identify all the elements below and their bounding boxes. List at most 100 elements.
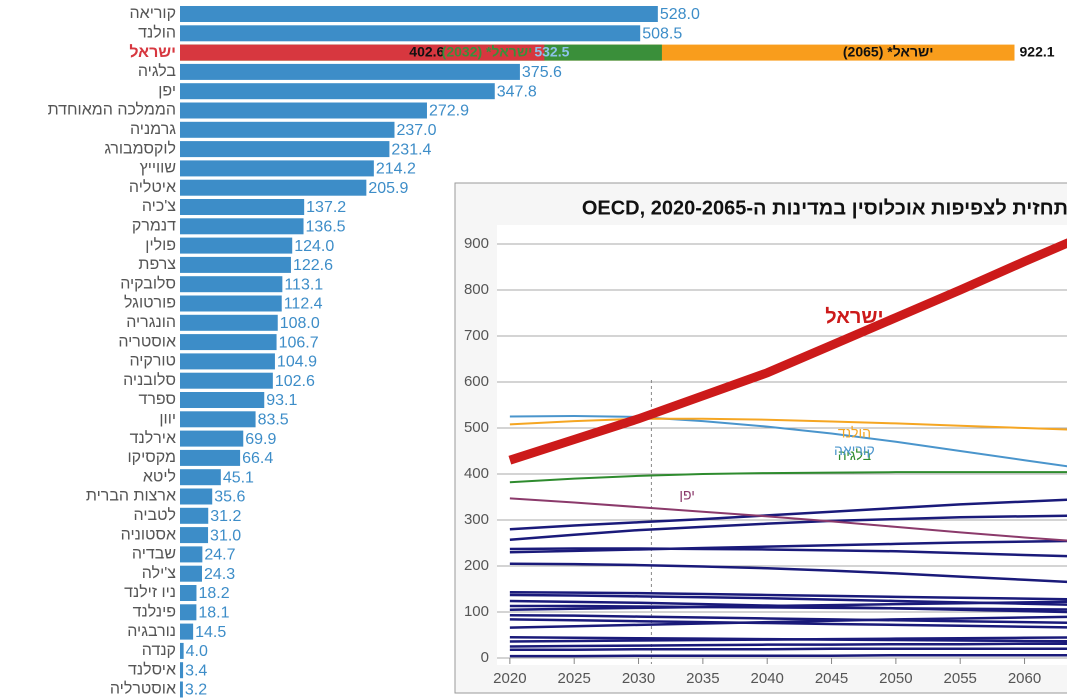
series-line bbox=[509, 514, 1067, 542]
value-label: 69.9 bbox=[245, 431, 276, 448]
category-label: אוסטריה bbox=[118, 333, 176, 350]
category-label: אסטוניה bbox=[121, 526, 176, 543]
bar bbox=[180, 83, 495, 100]
value-label: 112.4 bbox=[284, 296, 323, 313]
category-label: אוסטרליה bbox=[110, 680, 176, 698]
category-label: סלובקיה bbox=[120, 274, 176, 292]
series-line bbox=[509, 615, 1067, 629]
x-tick-label: 2020 bbox=[493, 670, 526, 687]
series-line bbox=[509, 471, 1067, 484]
category-label: סלובניה bbox=[123, 371, 176, 389]
projection-value-label: 532.5 bbox=[534, 43, 569, 59]
category-label: ישראל bbox=[129, 43, 176, 61]
category-label: פינלנד bbox=[133, 603, 176, 621]
x-tick-label: 2055 bbox=[944, 670, 977, 687]
value-label: 106.7 bbox=[279, 334, 319, 351]
value-label: 66.4 bbox=[242, 450, 273, 467]
category-label: יוון bbox=[159, 411, 176, 428]
bar bbox=[180, 295, 282, 312]
y-tick-label: 500 bbox=[464, 419, 489, 436]
y-tick-label: 400 bbox=[464, 465, 489, 482]
series-line bbox=[509, 618, 1067, 629]
bar bbox=[180, 604, 197, 621]
bar bbox=[180, 334, 277, 351]
series-line bbox=[509, 547, 1067, 558]
value-label: 205.9 bbox=[368, 180, 408, 197]
value-label: 375.6 bbox=[522, 64, 562, 81]
value-label: 122.6 bbox=[293, 257, 333, 274]
bar bbox=[180, 237, 293, 254]
value-label: 24.3 bbox=[204, 566, 235, 583]
series-line bbox=[509, 613, 1067, 624]
category-label: ארצות הברית bbox=[86, 488, 176, 505]
series-line bbox=[509, 590, 1067, 601]
category-label: הונגריה bbox=[126, 314, 176, 331]
bar bbox=[180, 218, 304, 235]
y-tick-label: 100 bbox=[464, 603, 489, 620]
series-line bbox=[509, 562, 1067, 584]
bar bbox=[180, 314, 278, 331]
y-tick-label: 0 bbox=[481, 649, 489, 666]
series-label: יפן bbox=[679, 487, 695, 503]
y-tick-label: 600 bbox=[464, 373, 489, 390]
series-line bbox=[509, 604, 1067, 611]
value-label: 14.5 bbox=[195, 624, 226, 641]
category-label: לוקסמבורג bbox=[104, 139, 176, 157]
value-label: 136.5 bbox=[306, 219, 346, 236]
bar bbox=[180, 469, 221, 486]
category-label: איטליה bbox=[129, 178, 176, 196]
bar bbox=[180, 585, 197, 601]
bar bbox=[180, 430, 244, 447]
bar bbox=[180, 25, 641, 42]
category-label: יפן bbox=[158, 82, 176, 99]
category-label: צ'ילה bbox=[142, 564, 177, 582]
bar bbox=[180, 44, 545, 61]
category-label: נורבגיה bbox=[127, 623, 176, 640]
bar bbox=[180, 256, 291, 273]
series-line bbox=[509, 497, 1067, 542]
category-label: ליטא bbox=[143, 467, 176, 485]
bar bbox=[180, 546, 203, 563]
value-label: 508.5 bbox=[642, 26, 682, 43]
value-label: 272.9 bbox=[429, 103, 469, 120]
value-label: 528.0 bbox=[660, 6, 700, 23]
bar bbox=[180, 681, 183, 698]
series-line bbox=[509, 653, 1067, 658]
projection-label: ישראל* (2032) bbox=[442, 43, 533, 59]
value-label: 45.1 bbox=[223, 469, 254, 486]
category-label: איסלנד bbox=[128, 660, 176, 678]
bar bbox=[180, 662, 184, 679]
x-tick-label: 2060 bbox=[1008, 670, 1041, 687]
category-label: שבדיה bbox=[132, 546, 176, 563]
bar bbox=[180, 160, 374, 177]
value-label: 402.6 bbox=[409, 43, 444, 59]
bar bbox=[180, 488, 213, 505]
value-label: 347.8 bbox=[497, 83, 537, 100]
bar bbox=[180, 199, 305, 215]
category-label: צרפת bbox=[138, 256, 176, 273]
y-tick-label: 200 bbox=[464, 557, 489, 574]
category-label: גרמניה bbox=[130, 121, 176, 138]
bar bbox=[180, 642, 184, 659]
bar bbox=[180, 353, 275, 370]
x-tick-label: 2045 bbox=[815, 670, 848, 687]
y-tick-label: 900 bbox=[464, 235, 489, 252]
bar bbox=[180, 507, 209, 524]
series-label: הולנד bbox=[838, 425, 871, 441]
category-label: אירלנד bbox=[130, 429, 176, 447]
value-label: 113.1 bbox=[284, 276, 323, 293]
category-label: פולין bbox=[145, 236, 176, 254]
value-label: 237.0 bbox=[396, 122, 436, 139]
y-tick-label: 300 bbox=[464, 511, 489, 528]
category-label: קנדה bbox=[142, 642, 176, 659]
bar bbox=[180, 276, 283, 293]
category-label: צ'כיה bbox=[142, 198, 176, 215]
x-tick-label: 2040 bbox=[751, 670, 784, 687]
category-label: בלגיה bbox=[138, 62, 177, 80]
lines bbox=[508, 238, 1067, 658]
y-tick-label: 800 bbox=[464, 281, 489, 298]
bar bbox=[180, 179, 367, 196]
category-label: ניו זילנד bbox=[124, 583, 176, 601]
series-label: קוריאה bbox=[834, 442, 875, 458]
